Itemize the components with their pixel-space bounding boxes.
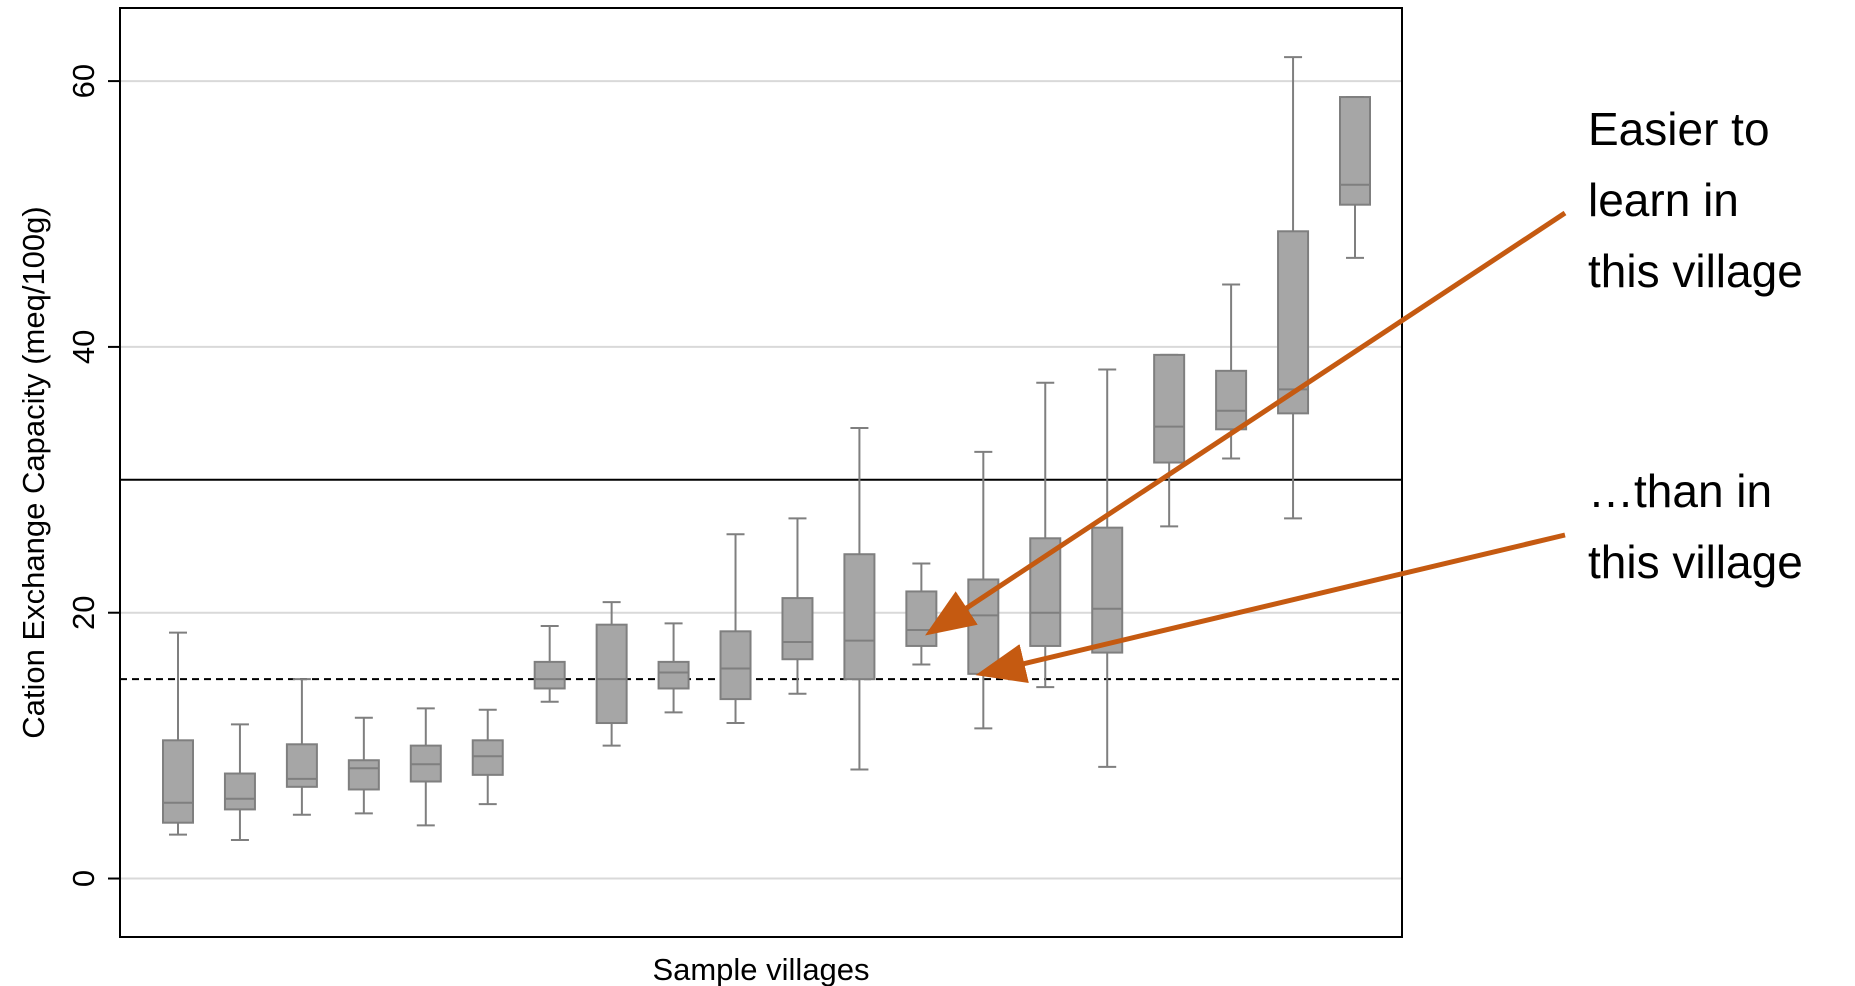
box-20 xyxy=(1339,96,1371,259)
box-iqr xyxy=(719,630,752,701)
box-iqr xyxy=(347,759,380,791)
box-iqr xyxy=(781,597,814,661)
box-3 xyxy=(285,678,318,816)
box-iqr xyxy=(967,578,1000,675)
arrow-than xyxy=(975,532,1566,684)
box-9 xyxy=(657,622,690,714)
annotation-than-line-1: …than in xyxy=(1588,465,1773,517)
annotation-easier-line-1: Easier to xyxy=(1588,103,1770,155)
box-13 xyxy=(905,562,938,666)
x-axis-title: Sample villages xyxy=(652,952,869,986)
annotation-than: …than in this village xyxy=(1588,456,1803,598)
box-iqr xyxy=(595,623,628,725)
box-7 xyxy=(533,625,566,703)
y-tick-label-20: 20 xyxy=(66,595,101,629)
plot-frame xyxy=(119,7,1403,938)
y-axis-ticks: 0 20 40 60 xyxy=(66,64,120,887)
box-6 xyxy=(471,708,504,806)
box-17 xyxy=(1153,353,1186,528)
box-10 xyxy=(719,533,752,725)
box-iqr xyxy=(223,772,256,811)
box-16 xyxy=(1091,368,1124,768)
annotation-easier-line-2: learn in xyxy=(1588,174,1739,226)
y-tick-label-40: 40 xyxy=(66,330,101,364)
annotation-arrows xyxy=(925,210,1567,684)
y-axis-title: Cation Exchange Capacity (meq/100g) xyxy=(16,206,51,738)
box-18 xyxy=(1215,283,1248,460)
annotation-easier: Easier to learn in this village xyxy=(1588,94,1803,307)
box-iqr xyxy=(1029,537,1062,647)
annotation-easier-line-3: this village xyxy=(1588,245,1803,297)
box-iqr xyxy=(533,660,566,690)
box-iqr xyxy=(471,739,504,776)
box-11 xyxy=(781,517,814,695)
y-tick-label-60: 60 xyxy=(66,64,101,98)
reference-lines xyxy=(120,478,1402,681)
box-4 xyxy=(347,716,380,815)
gridlines xyxy=(120,80,1402,880)
box-iqr xyxy=(285,743,318,788)
box-iqr xyxy=(657,660,690,690)
box-iqr xyxy=(1153,353,1186,464)
y-tick-label-0: 0 xyxy=(66,870,101,887)
arrow-easier xyxy=(925,210,1567,636)
box-iqr xyxy=(162,739,194,824)
annotation-than-line-2: this village xyxy=(1588,536,1803,588)
box-2 xyxy=(223,723,256,841)
box-19 xyxy=(1277,56,1310,520)
box-12 xyxy=(843,426,876,771)
box-iqr xyxy=(1215,369,1248,431)
boxplots xyxy=(162,56,1371,841)
box-iqr xyxy=(1339,96,1371,206)
box-15 xyxy=(1029,381,1062,689)
box-5 xyxy=(409,707,442,827)
box-iqr xyxy=(843,553,876,681)
box-1 xyxy=(162,631,194,836)
box-8 xyxy=(595,601,628,747)
box-iqr xyxy=(905,590,938,647)
box-iqr xyxy=(1091,526,1124,654)
